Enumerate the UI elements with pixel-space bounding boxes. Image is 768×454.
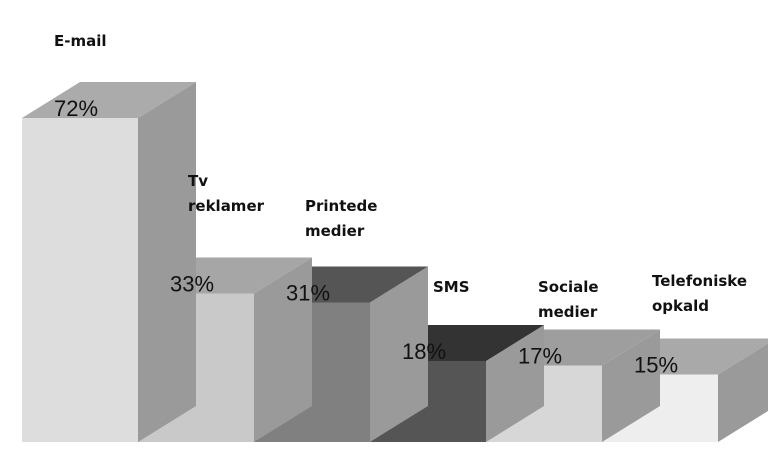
- bar-side-face: [370, 266, 428, 442]
- category-label-line: medier: [305, 222, 365, 240]
- category-labels: E-mail Tv reklamer Printede medier SMS Sociale…: [54, 32, 747, 321]
- category-label-1: E-mail: [54, 32, 107, 50]
- category-label-5: Sociale medier: [538, 278, 599, 321]
- category-label-3: Printede medier: [305, 197, 377, 240]
- category-label-line: Printede: [305, 197, 377, 215]
- bar-top-face: [22, 82, 196, 118]
- value-label-2: 33%: [170, 272, 214, 297]
- category-label-2: Tv reklamer: [188, 172, 265, 215]
- category-label-4: SMS: [433, 278, 470, 296]
- value-label-4: 18%: [402, 339, 446, 364]
- bar-side-face: [254, 257, 312, 442]
- bar-1: [22, 82, 196, 442]
- category-label-line: opkald: [652, 297, 709, 315]
- value-label-1: 72%: [54, 96, 98, 121]
- bar-side-face: [486, 325, 544, 442]
- category-label-line: SMS: [433, 278, 470, 296]
- category-label-line: E-mail: [54, 32, 107, 50]
- bar-front-face: [22, 118, 138, 442]
- bars: [22, 82, 768, 442]
- category-label-line: reklamer: [188, 197, 265, 215]
- category-label-line: Tv: [188, 172, 208, 190]
- value-label-6: 15%: [634, 353, 678, 378]
- bar-side-face: [602, 329, 660, 442]
- value-labels: 72% 33% 31% 18% 17% 15%: [54, 96, 678, 378]
- category-label-6: Telefoniske opkald: [652, 272, 747, 315]
- category-label-line: Telefoniske: [652, 272, 747, 290]
- category-label-line: medier: [538, 303, 598, 321]
- value-label-3: 31%: [286, 281, 330, 306]
- bar-side-face: [718, 343, 768, 442]
- bar-side-face: [138, 82, 196, 442]
- category-label-line: Sociale: [538, 278, 599, 296]
- value-label-5: 17%: [518, 344, 562, 369]
